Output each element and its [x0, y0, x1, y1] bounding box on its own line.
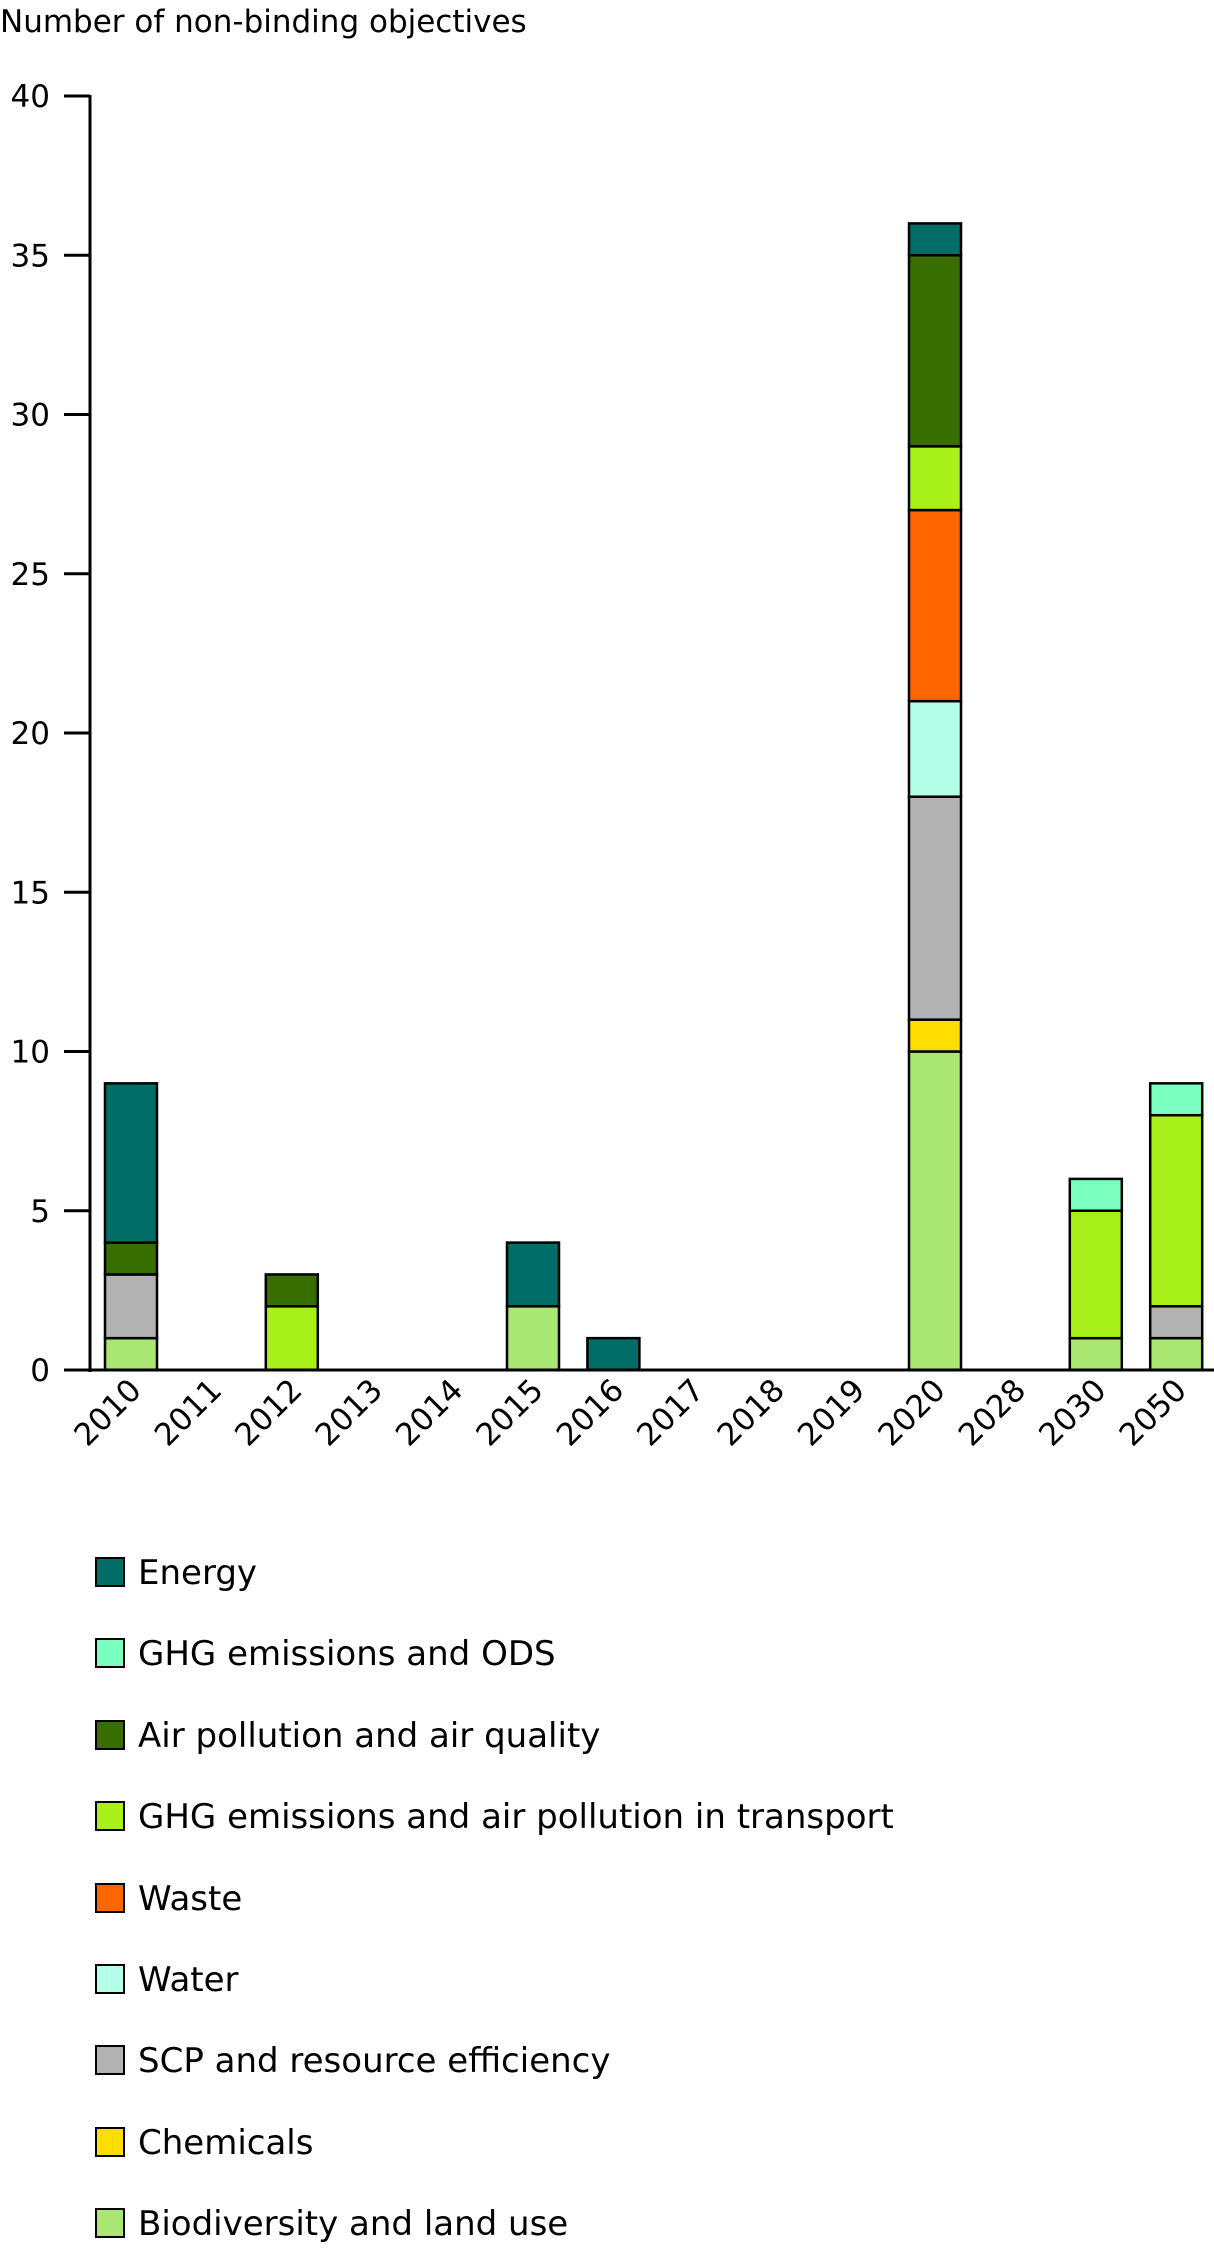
y-tick-label: 0	[30, 1353, 50, 1389]
stacked-bar-chart: 2010 2011 2012 2013 2014 2015 2016 2017 2018 2019…	[11, 79, 1214, 1453]
x-tick-label: 2011	[148, 1372, 229, 1453]
y-tick-label: 30	[11, 398, 50, 434]
bar-segment-2020	[907, 1018, 963, 1053]
bar-segment-2010	[103, 1082, 159, 1244]
legend-label: GHG emissions and ODS	[138, 1634, 556, 1675]
bar-segment-2020	[907, 699, 963, 798]
x-tick-label: 2030	[1032, 1372, 1113, 1453]
bar-segment-2030	[1068, 1336, 1124, 1372]
x-tick-label: 2017	[630, 1372, 711, 1453]
bar-segment-2030	[1068, 1177, 1124, 1213]
bar-segment-2020	[907, 1050, 963, 1372]
legend-swatch	[95, 2208, 125, 2239]
x-tick-label: 2016	[550, 1372, 631, 1453]
y-tick-label: 10	[11, 1035, 50, 1071]
y-tick-label: 15	[11, 875, 50, 911]
y-tick-label: 35	[11, 238, 50, 274]
y-tick-label: 20	[11, 716, 50, 752]
legend-swatch	[95, 1882, 125, 1913]
bar-segment-2030	[1068, 1209, 1124, 1340]
legend-label: Waste	[138, 1878, 243, 1919]
x-tick-label: 2019	[791, 1372, 872, 1453]
bar-segment-2010	[103, 1273, 159, 1340]
bar-segment-2020	[907, 254, 963, 448]
legend-label: Biodiversity and land use	[138, 2204, 569, 2245]
bar-segment-2050	[1148, 1336, 1204, 1372]
y-tick-label: 5	[30, 1194, 50, 1230]
bar-segment-2015	[505, 1241, 561, 1308]
x-tick-label: 2015	[469, 1372, 550, 1453]
legend-swatch	[95, 1801, 125, 1832]
bar-segment-2020	[907, 508, 963, 703]
legend-swatch	[95, 1557, 125, 1587]
x-tick-label: 2020	[871, 1372, 952, 1453]
legend-swatch	[95, 1719, 125, 1750]
y-tick-label: 40	[11, 79, 50, 115]
legend-swatch	[95, 1964, 125, 1994]
bar-segment-2010	[103, 1336, 159, 1372]
bar-segment-2050	[1148, 1305, 1204, 1340]
bar-segment-2012	[264, 1305, 320, 1372]
y-axis-title: Number of non-binding objectives	[0, 4, 527, 40]
legend-swatch	[95, 2126, 125, 2157]
bar-segment-2020	[907, 222, 963, 257]
legend-label: GHG emissions and air pollution in trans…	[138, 1797, 894, 1838]
bar-segment-2010	[103, 1241, 159, 1276]
bar-segment-2050	[1148, 1113, 1204, 1308]
bar-segment-2012	[264, 1273, 320, 1308]
y-tick-label: 25	[11, 557, 50, 593]
x-tick-label: 2012	[228, 1372, 309, 1453]
legend-label: SCP and resource efficiency	[138, 2041, 611, 2082]
legend-label: Energy	[138, 1553, 258, 1593]
axes-layer: 2010 2011 2012 2013 2014 2015 2016 2017 2018 2019…	[11, 79, 1214, 1453]
bars-layer	[103, 222, 1204, 1372]
x-tick-label: 2028	[952, 1372, 1033, 1453]
x-tick-label: 2010	[67, 1372, 148, 1453]
x-tick-label: 2013	[309, 1372, 390, 1453]
legend-swatch	[95, 2045, 125, 2076]
legend-label: Water	[138, 1960, 239, 2000]
bar-segment-2016	[586, 1336, 641, 1372]
legend-label: Air pollution and air quality	[138, 1715, 601, 1756]
bar-segment-2020	[907, 445, 963, 512]
x-tick-label: 2018	[711, 1372, 792, 1453]
legend-swatch	[95, 1638, 125, 1669]
legend-label: Chemicals	[138, 2122, 314, 2163]
x-tick-label: 2014	[389, 1372, 470, 1453]
bar-segment-2015	[505, 1305, 561, 1372]
x-tick-label: 2050	[1113, 1372, 1194, 1453]
bar-segment-2020	[907, 795, 963, 1021]
bar-segment-2050	[1148, 1082, 1204, 1117]
